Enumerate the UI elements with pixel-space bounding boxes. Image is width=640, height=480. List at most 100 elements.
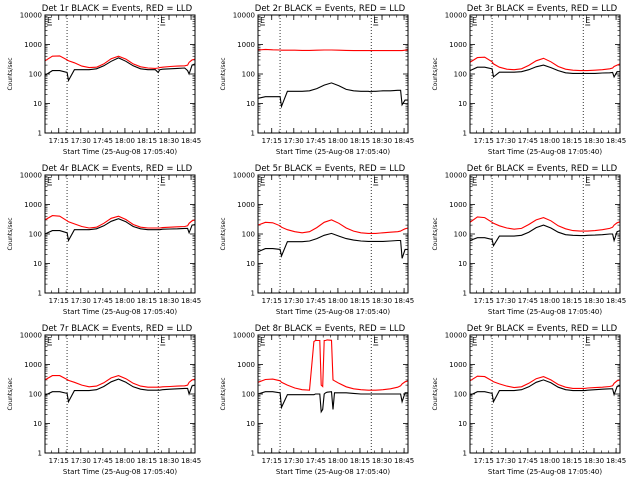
- x-tick-label: 18:15: [350, 137, 370, 145]
- y-tick-label: 1: [463, 290, 467, 298]
- panel-det2: Det 2r BLACK = Events, RED = LLD Counts/s…: [220, 4, 414, 156]
- y-tick-label: 10000: [233, 332, 255, 340]
- y-tick-label: 10: [458, 420, 467, 428]
- x-axis-label: Start Time (25-Aug-08 17:05:40): [276, 468, 390, 476]
- y-tick-label: 100: [454, 71, 467, 79]
- series-line-events: [257, 82, 408, 109]
- series-line-lld: [469, 56, 621, 72]
- y-tick-label: 1000: [24, 201, 42, 209]
- plot-frame: [44, 174, 196, 294]
- x-tick-label: 18:00: [540, 457, 560, 465]
- x-tick-label: 18:15: [137, 457, 157, 465]
- eclipse-marker: E: [472, 16, 477, 25]
- x-tick-label: 18:45: [394, 457, 414, 465]
- x-tick-label: 18:00: [115, 297, 135, 305]
- panel-title: Det 5r BLACK = Events, RED = LLD: [255, 164, 406, 174]
- x-tick-label: 17:45: [518, 297, 538, 305]
- x-tick-label: 17:15: [474, 137, 494, 145]
- y-tick-label: 10000: [445, 172, 467, 180]
- x-tick-label: 18:00: [328, 297, 348, 305]
- eclipse-marker: E: [472, 176, 477, 185]
- x-tick-label: 17:15: [49, 297, 69, 305]
- y-tick-label: 100: [242, 71, 255, 79]
- y-tick-label: 1: [38, 130, 42, 138]
- x-tick-label: 18:45: [181, 137, 201, 145]
- y-tick-label: 10000: [445, 332, 467, 340]
- plot-frame: [44, 14, 196, 134]
- series-line-lld: [469, 216, 621, 232]
- y-tick-label: 10000: [445, 12, 467, 20]
- series-line-events: [257, 232, 408, 259]
- x-tick-label: 17:15: [262, 457, 282, 465]
- y-tick-label: 1: [463, 450, 467, 458]
- series-line-events: [469, 224, 621, 248]
- x-tick-label: 18:15: [137, 297, 157, 305]
- series-line-events: [44, 218, 196, 243]
- panel-title: Det 3r BLACK = Events, RED = LLD: [467, 4, 618, 14]
- series-line-events: [257, 391, 408, 414]
- plot-frame: [257, 174, 409, 294]
- x-tick-label: 18:15: [350, 297, 370, 305]
- x-tick-label: 17:45: [93, 137, 113, 145]
- x-tick-label: 17:30: [71, 457, 91, 465]
- x-tick-label: 18:45: [606, 137, 626, 145]
- eclipse-marker: E: [260, 16, 265, 25]
- y-tick-label: 10: [246, 420, 255, 428]
- panel-det6: Det 6r BLACK = Events, RED = LLD Counts/s…: [432, 164, 626, 316]
- y-axis-label: Counts/sec: [220, 377, 227, 410]
- eclipse-marker: E: [47, 16, 52, 25]
- x-tick-label: 18:45: [394, 137, 414, 145]
- x-tick-label: 18:30: [372, 457, 392, 465]
- y-tick-label: 1: [463, 130, 467, 138]
- x-tick-label: 18:00: [115, 457, 135, 465]
- y-tick-label: 1000: [449, 201, 467, 209]
- x-tick-label: 17:30: [284, 137, 304, 145]
- eclipse-marker: E: [585, 16, 590, 25]
- x-tick-label: 17:30: [496, 457, 516, 465]
- series-line-lld: [44, 215, 196, 229]
- x-tick-label: 17:45: [93, 297, 113, 305]
- x-tick-label: 18:15: [562, 297, 582, 305]
- x-tick-label: 17:45: [93, 457, 113, 465]
- panel-title: Det 6r BLACK = Events, RED = LLD: [467, 164, 618, 174]
- y-tick-label: 10: [33, 100, 42, 108]
- x-tick-label: 17:15: [49, 137, 69, 145]
- eclipse-marker: E: [47, 336, 52, 345]
- x-tick-label: 17:45: [306, 457, 326, 465]
- panel-det9: Det 9r BLACK = Events, RED = LLD Counts/s…: [432, 324, 626, 476]
- x-tick-label: 18:30: [584, 137, 604, 145]
- x-tick-label: 18:30: [372, 137, 392, 145]
- y-tick-label: 10: [33, 420, 42, 428]
- x-tick-label: 17:30: [496, 137, 516, 145]
- panel-title: Det 7r BLACK = Events, RED = LLD: [42, 324, 193, 334]
- y-axis-label: Counts/sec: [7, 377, 14, 410]
- y-axis-label: Counts/sec: [7, 57, 14, 90]
- y-tick-label: 100: [29, 71, 42, 79]
- x-tick-label: 18:15: [350, 457, 370, 465]
- x-axis-label: Start Time (25-Aug-08 17:05:40): [276, 308, 390, 316]
- panel-title: Det 2r BLACK = Events, RED = LLD: [255, 4, 406, 14]
- series-line-events: [44, 378, 196, 404]
- y-tick-label: 100: [454, 231, 467, 239]
- series-line-lld: [257, 339, 409, 391]
- plot-frame: [257, 14, 409, 134]
- x-tick-label: 17:30: [496, 297, 516, 305]
- y-tick-label: 10000: [20, 12, 42, 20]
- x-tick-label: 18:00: [540, 297, 560, 305]
- eclipse-marker: E: [47, 176, 52, 185]
- x-tick-label: 17:15: [474, 297, 494, 305]
- y-axis-label: Counts/sec: [220, 217, 227, 250]
- y-tick-label: 1: [251, 290, 255, 298]
- x-tick-label: 18:15: [562, 137, 582, 145]
- eclipse-marker: E: [373, 16, 378, 25]
- y-tick-label: 1000: [24, 41, 42, 49]
- y-tick-label: 100: [454, 391, 467, 399]
- x-tick-label: 17:30: [284, 297, 304, 305]
- eclipse-marker: E: [260, 336, 265, 345]
- panel-title: Det 9r BLACK = Events, RED = LLD: [467, 324, 618, 334]
- x-axis-label: Start Time (25-Aug-08 17:05:40): [276, 148, 390, 156]
- x-axis-label: Start Time (25-Aug-08 17:05:40): [488, 468, 602, 476]
- y-tick-label: 1000: [24, 361, 42, 369]
- eclipse-marker: E: [373, 336, 378, 345]
- panel-det1: Det 1r BLACK = Events, RED = LLD Counts/s…: [7, 4, 201, 156]
